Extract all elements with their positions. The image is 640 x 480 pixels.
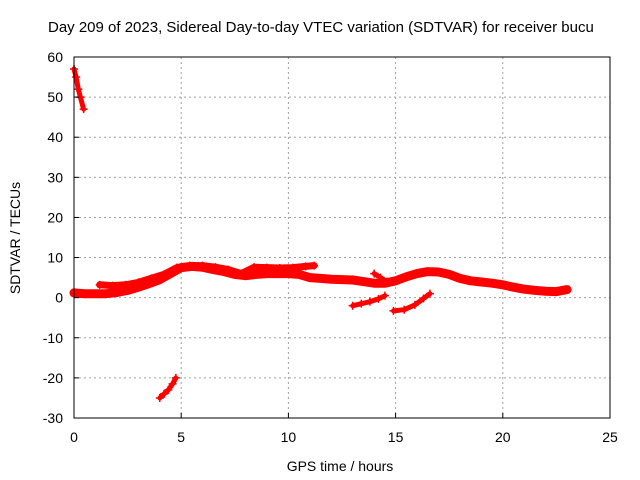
y-tick-label: -10 — [43, 330, 63, 346]
data-point — [376, 273, 385, 282]
data-point — [95, 280, 104, 289]
x-tick-label: 15 — [388, 429, 404, 445]
data-point — [316, 274, 325, 283]
data-point — [365, 297, 374, 306]
data-point — [168, 379, 177, 388]
series-line-late-arc-3 — [391, 291, 433, 314]
data-point — [498, 280, 507, 289]
data-point — [380, 291, 389, 300]
data-point — [121, 280, 130, 289]
series-layer — [69, 65, 572, 402]
data-point — [224, 265, 233, 274]
plot-frame — [73, 56, 611, 419]
chart-title: Day 209 of 2023, Sidereal Day-to-day VTE… — [48, 19, 594, 36]
data-point — [147, 274, 156, 283]
x-tick-labels: 0 5 10 15 20 25 — [70, 413, 618, 445]
data-point — [301, 262, 310, 271]
data-point — [348, 301, 357, 310]
data-point — [102, 289, 111, 298]
data-point — [305, 273, 314, 282]
x-tick-label: 5 — [177, 429, 185, 445]
data-point — [185, 261, 194, 270]
y-tick-label: 50 — [47, 89, 63, 105]
data-point — [275, 263, 284, 272]
x-tick-label: 25 — [602, 429, 618, 445]
data-point — [391, 276, 400, 285]
data-point — [455, 274, 464, 283]
data-point — [370, 269, 379, 278]
data-point — [91, 289, 100, 298]
data-point — [520, 285, 529, 294]
data-point — [262, 263, 271, 272]
data-point — [413, 269, 422, 278]
data-point — [445, 270, 454, 279]
data-point — [563, 285, 572, 294]
data-point — [477, 278, 486, 287]
data-point — [72, 73, 81, 82]
data-point — [160, 270, 169, 279]
data-point — [541, 287, 550, 296]
y-tick-label: 10 — [47, 250, 63, 266]
data-point — [423, 267, 432, 276]
data-point — [160, 389, 169, 398]
x-tick-label: 10 — [281, 429, 297, 445]
grid — [74, 57, 610, 418]
data-point — [327, 275, 336, 284]
data-point — [155, 393, 164, 402]
data-point — [400, 305, 409, 314]
x-tick-label: 20 — [495, 429, 511, 445]
data-point — [402, 272, 411, 281]
data-point — [250, 263, 259, 272]
data-point — [552, 287, 561, 296]
data-point — [112, 288, 121, 297]
data-point — [338, 275, 346, 284]
data-point — [357, 299, 366, 308]
x-axis-label: GPS time / hours — [287, 458, 394, 474]
data-point — [252, 270, 261, 279]
y-tick-labels: -30 -20 -10 0 10 20 30 40 50 60 — [43, 49, 79, 426]
data-point — [410, 300, 419, 309]
data-point — [466, 276, 475, 285]
data-point — [530, 286, 539, 295]
x-tick-label: 0 — [70, 429, 78, 445]
data-point — [425, 289, 434, 298]
data-point — [172, 263, 181, 272]
data-point — [370, 279, 379, 288]
data-point — [509, 283, 518, 292]
data-point — [74, 85, 83, 94]
data-point — [108, 281, 117, 290]
data-point — [310, 261, 319, 270]
y-tick-label: 0 — [55, 290, 63, 306]
data-point — [374, 294, 383, 303]
data-point — [164, 385, 173, 394]
data-point — [237, 269, 246, 278]
y-tick-label: 20 — [47, 209, 63, 225]
y-tick-label: 40 — [47, 129, 63, 145]
data-point — [211, 263, 220, 272]
data-point — [134, 278, 143, 287]
data-point — [419, 294, 428, 303]
y-tick-label: -20 — [43, 370, 63, 386]
data-point — [359, 277, 368, 286]
data-point — [348, 276, 357, 285]
data-point — [288, 263, 297, 272]
data-point — [171, 373, 180, 382]
data-point — [198, 261, 207, 270]
data-point — [434, 267, 443, 276]
data-point — [389, 306, 398, 315]
data-point — [295, 270, 304, 279]
data-point — [80, 289, 89, 298]
y-axis-label: SDTVAR / TECUs — [7, 182, 23, 294]
data-point — [383, 277, 392, 286]
data-point — [488, 279, 497, 288]
y-tick-label: 30 — [47, 169, 63, 185]
y-tick-label: 60 — [47, 49, 63, 65]
data-point — [79, 105, 88, 114]
y-tick-label: -30 — [43, 410, 63, 426]
